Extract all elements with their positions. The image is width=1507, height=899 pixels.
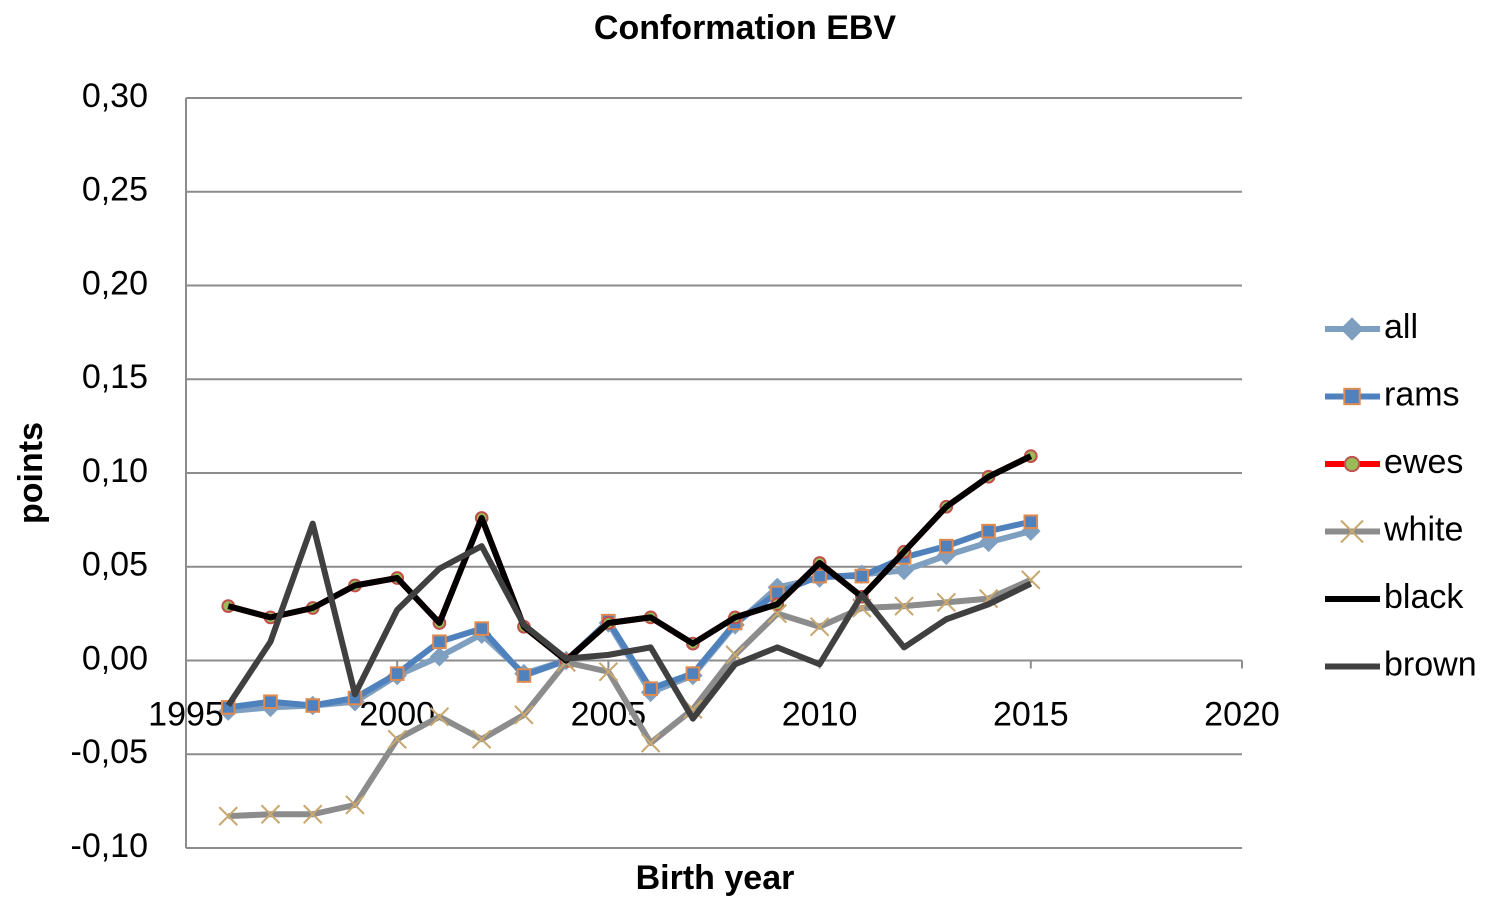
legend-label: black bbox=[1384, 578, 1464, 616]
x-axis-label: Birth year bbox=[636, 859, 795, 897]
x-tick-label: 1995 bbox=[148, 695, 224, 733]
y-tick-label: 0,15 bbox=[82, 358, 148, 396]
series-line bbox=[227, 453, 1033, 664]
series-marker bbox=[598, 662, 619, 682]
series-marker bbox=[809, 617, 830, 637]
legend-label: rams bbox=[1384, 375, 1460, 413]
series-marker bbox=[263, 694, 278, 710]
y-axis-label: points bbox=[12, 422, 50, 524]
legend-marker bbox=[1340, 519, 1364, 544]
series-marker bbox=[939, 538, 954, 554]
legend-label: ewes bbox=[1384, 443, 1463, 481]
series-marker bbox=[389, 666, 405, 681]
series-marker bbox=[429, 707, 450, 727]
x-tick-label: 2020 bbox=[1204, 695, 1280, 733]
y-tick-label: 0,25 bbox=[82, 171, 148, 209]
series-line bbox=[225, 520, 1033, 722]
series-marker bbox=[640, 733, 661, 753]
y-tick-label: 0,05 bbox=[82, 546, 148, 584]
series-marker bbox=[516, 668, 532, 683]
series-marker bbox=[305, 698, 321, 713]
series-marker bbox=[303, 804, 323, 824]
series-line bbox=[228, 577, 1033, 820]
series-marker bbox=[471, 729, 492, 749]
series-marker bbox=[812, 568, 827, 584]
series-marker bbox=[643, 681, 658, 696]
y-tick-label: 0,10 bbox=[82, 452, 148, 490]
y-tick-label: -0,05 bbox=[71, 733, 149, 771]
legend-marker bbox=[1340, 317, 1364, 341]
legend-label: white bbox=[1383, 510, 1463, 548]
y-tick-label: -0,10 bbox=[71, 827, 149, 865]
series-marker bbox=[514, 705, 534, 725]
series-marker bbox=[894, 596, 914, 616]
y-tick-label: 0,00 bbox=[82, 639, 148, 677]
x-tick-label: 2010 bbox=[782, 695, 858, 733]
series-marker bbox=[387, 729, 407, 749]
series-marker bbox=[854, 568, 870, 584]
legend-marker bbox=[1343, 387, 1361, 406]
x-tick-label: 2015 bbox=[993, 695, 1069, 733]
legend-label: all bbox=[1384, 308, 1418, 346]
series-marker bbox=[345, 795, 365, 815]
series-marker bbox=[474, 621, 489, 636]
y-tick-label: 0,30 bbox=[82, 77, 148, 115]
legend-label: brown bbox=[1384, 645, 1477, 683]
series-marker bbox=[260, 804, 281, 824]
legend-marker bbox=[1343, 455, 1361, 473]
series-marker bbox=[218, 806, 238, 826]
series-marker bbox=[1023, 514, 1039, 530]
series-marker bbox=[432, 634, 447, 650]
series-marker bbox=[685, 666, 701, 681]
series-marker bbox=[429, 647, 450, 667]
chart-title: Conformation EBV bbox=[594, 9, 897, 47]
series-marker bbox=[936, 592, 957, 613]
y-tick-label: 0,20 bbox=[82, 264, 148, 302]
series-marker bbox=[981, 523, 996, 539]
series-marker bbox=[894, 560, 914, 581]
